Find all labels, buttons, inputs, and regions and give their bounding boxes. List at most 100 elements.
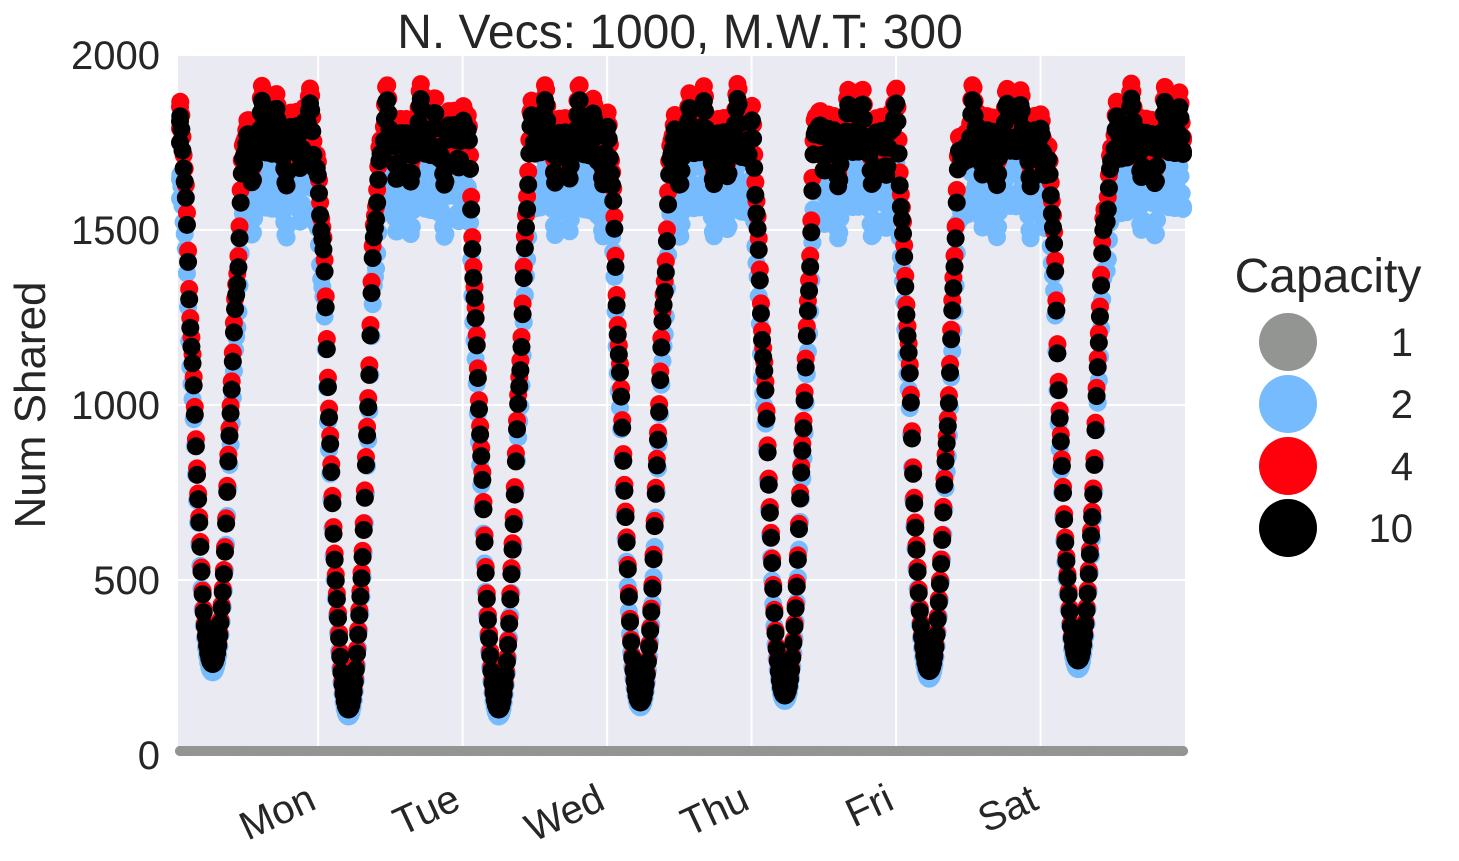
data-point <box>537 95 556 114</box>
data-point <box>474 500 493 519</box>
data-point <box>1171 167 1190 186</box>
data-point <box>653 312 672 331</box>
data-point <box>292 210 311 229</box>
data-point <box>303 122 322 141</box>
data-point <box>1056 533 1075 552</box>
data-point <box>538 111 557 130</box>
data-point <box>226 300 245 319</box>
data-point <box>750 271 769 290</box>
data-point <box>1148 157 1167 176</box>
data-point <box>1172 127 1191 146</box>
data-point <box>945 257 964 276</box>
data-point <box>1093 244 1112 263</box>
data-point <box>471 425 490 444</box>
data-point <box>1055 510 1074 529</box>
data-point <box>188 465 207 484</box>
data-point <box>311 206 330 225</box>
data-point <box>506 452 525 471</box>
data-point <box>783 648 802 667</box>
data-point <box>1041 186 1060 205</box>
data-point <box>1049 381 1068 400</box>
data-point <box>786 599 805 618</box>
data-point <box>898 326 917 345</box>
data-point <box>245 209 264 228</box>
data-point <box>323 494 342 513</box>
data-point <box>900 364 919 383</box>
data-point <box>754 348 773 367</box>
data-point <box>802 223 821 242</box>
data-point <box>475 532 494 551</box>
data-point <box>185 405 204 424</box>
data-point <box>1174 142 1192 161</box>
data-point <box>1050 409 1069 428</box>
data-point <box>358 426 377 445</box>
data-point <box>472 447 491 466</box>
data-point <box>363 249 382 268</box>
data-point <box>1042 204 1061 223</box>
legend-label-4: 4 <box>1391 445 1413 489</box>
data-point <box>719 217 738 236</box>
data-point <box>614 451 633 470</box>
data-point <box>938 417 957 436</box>
data-point <box>904 464 923 483</box>
y-tick-label: 1000 <box>71 384 160 428</box>
data-point <box>292 156 311 175</box>
data-point <box>314 240 333 259</box>
data-point <box>245 155 264 174</box>
data-point <box>758 443 777 462</box>
legend-marker-10 <box>1259 499 1317 557</box>
data-point <box>349 625 368 644</box>
data-point <box>600 149 619 168</box>
data-point <box>194 603 213 622</box>
data-point <box>652 338 671 357</box>
data-point <box>219 452 238 471</box>
data-point <box>560 169 579 188</box>
data-point <box>612 387 631 406</box>
data-point <box>742 96 761 115</box>
data-point <box>426 89 445 108</box>
data-point <box>763 554 782 573</box>
data-point <box>910 602 929 621</box>
x-tick-label: Sat <box>971 776 1044 841</box>
data-point <box>863 226 882 245</box>
data-point <box>511 361 530 380</box>
data-point <box>1054 483 1073 502</box>
data-point <box>937 434 956 453</box>
data-point <box>1078 584 1097 603</box>
data-point <box>1058 568 1077 587</box>
data-point <box>1178 746 1188 756</box>
data-point <box>476 563 495 582</box>
data-point <box>749 240 768 259</box>
data-point <box>1083 508 1102 527</box>
data-point <box>878 211 897 230</box>
data-point <box>906 518 925 537</box>
y-axis-label: Num Shared <box>6 281 55 528</box>
data-point <box>787 577 806 596</box>
data-point <box>318 378 337 397</box>
data-point <box>514 269 533 288</box>
data-point <box>617 533 636 552</box>
data-point <box>908 562 927 581</box>
data-point <box>171 107 190 126</box>
data-point <box>650 402 669 421</box>
legend-marker-2 <box>1259 375 1317 433</box>
data-point <box>350 606 369 625</box>
data-point <box>854 109 873 128</box>
data-point <box>1123 97 1142 116</box>
data-point <box>464 268 483 287</box>
data-point <box>695 102 714 121</box>
data-point <box>1087 387 1106 406</box>
data-point <box>989 164 1008 183</box>
data-point <box>889 144 908 163</box>
y-tick-label: 500 <box>93 559 160 603</box>
data-point <box>502 565 521 584</box>
data-point <box>496 665 515 684</box>
data-point <box>897 305 916 324</box>
data-point <box>878 157 897 176</box>
data-point <box>317 340 336 359</box>
data-point <box>309 184 328 203</box>
data-point <box>622 633 641 652</box>
data-point <box>221 404 240 423</box>
data-point <box>174 159 193 178</box>
data-point <box>729 95 748 114</box>
